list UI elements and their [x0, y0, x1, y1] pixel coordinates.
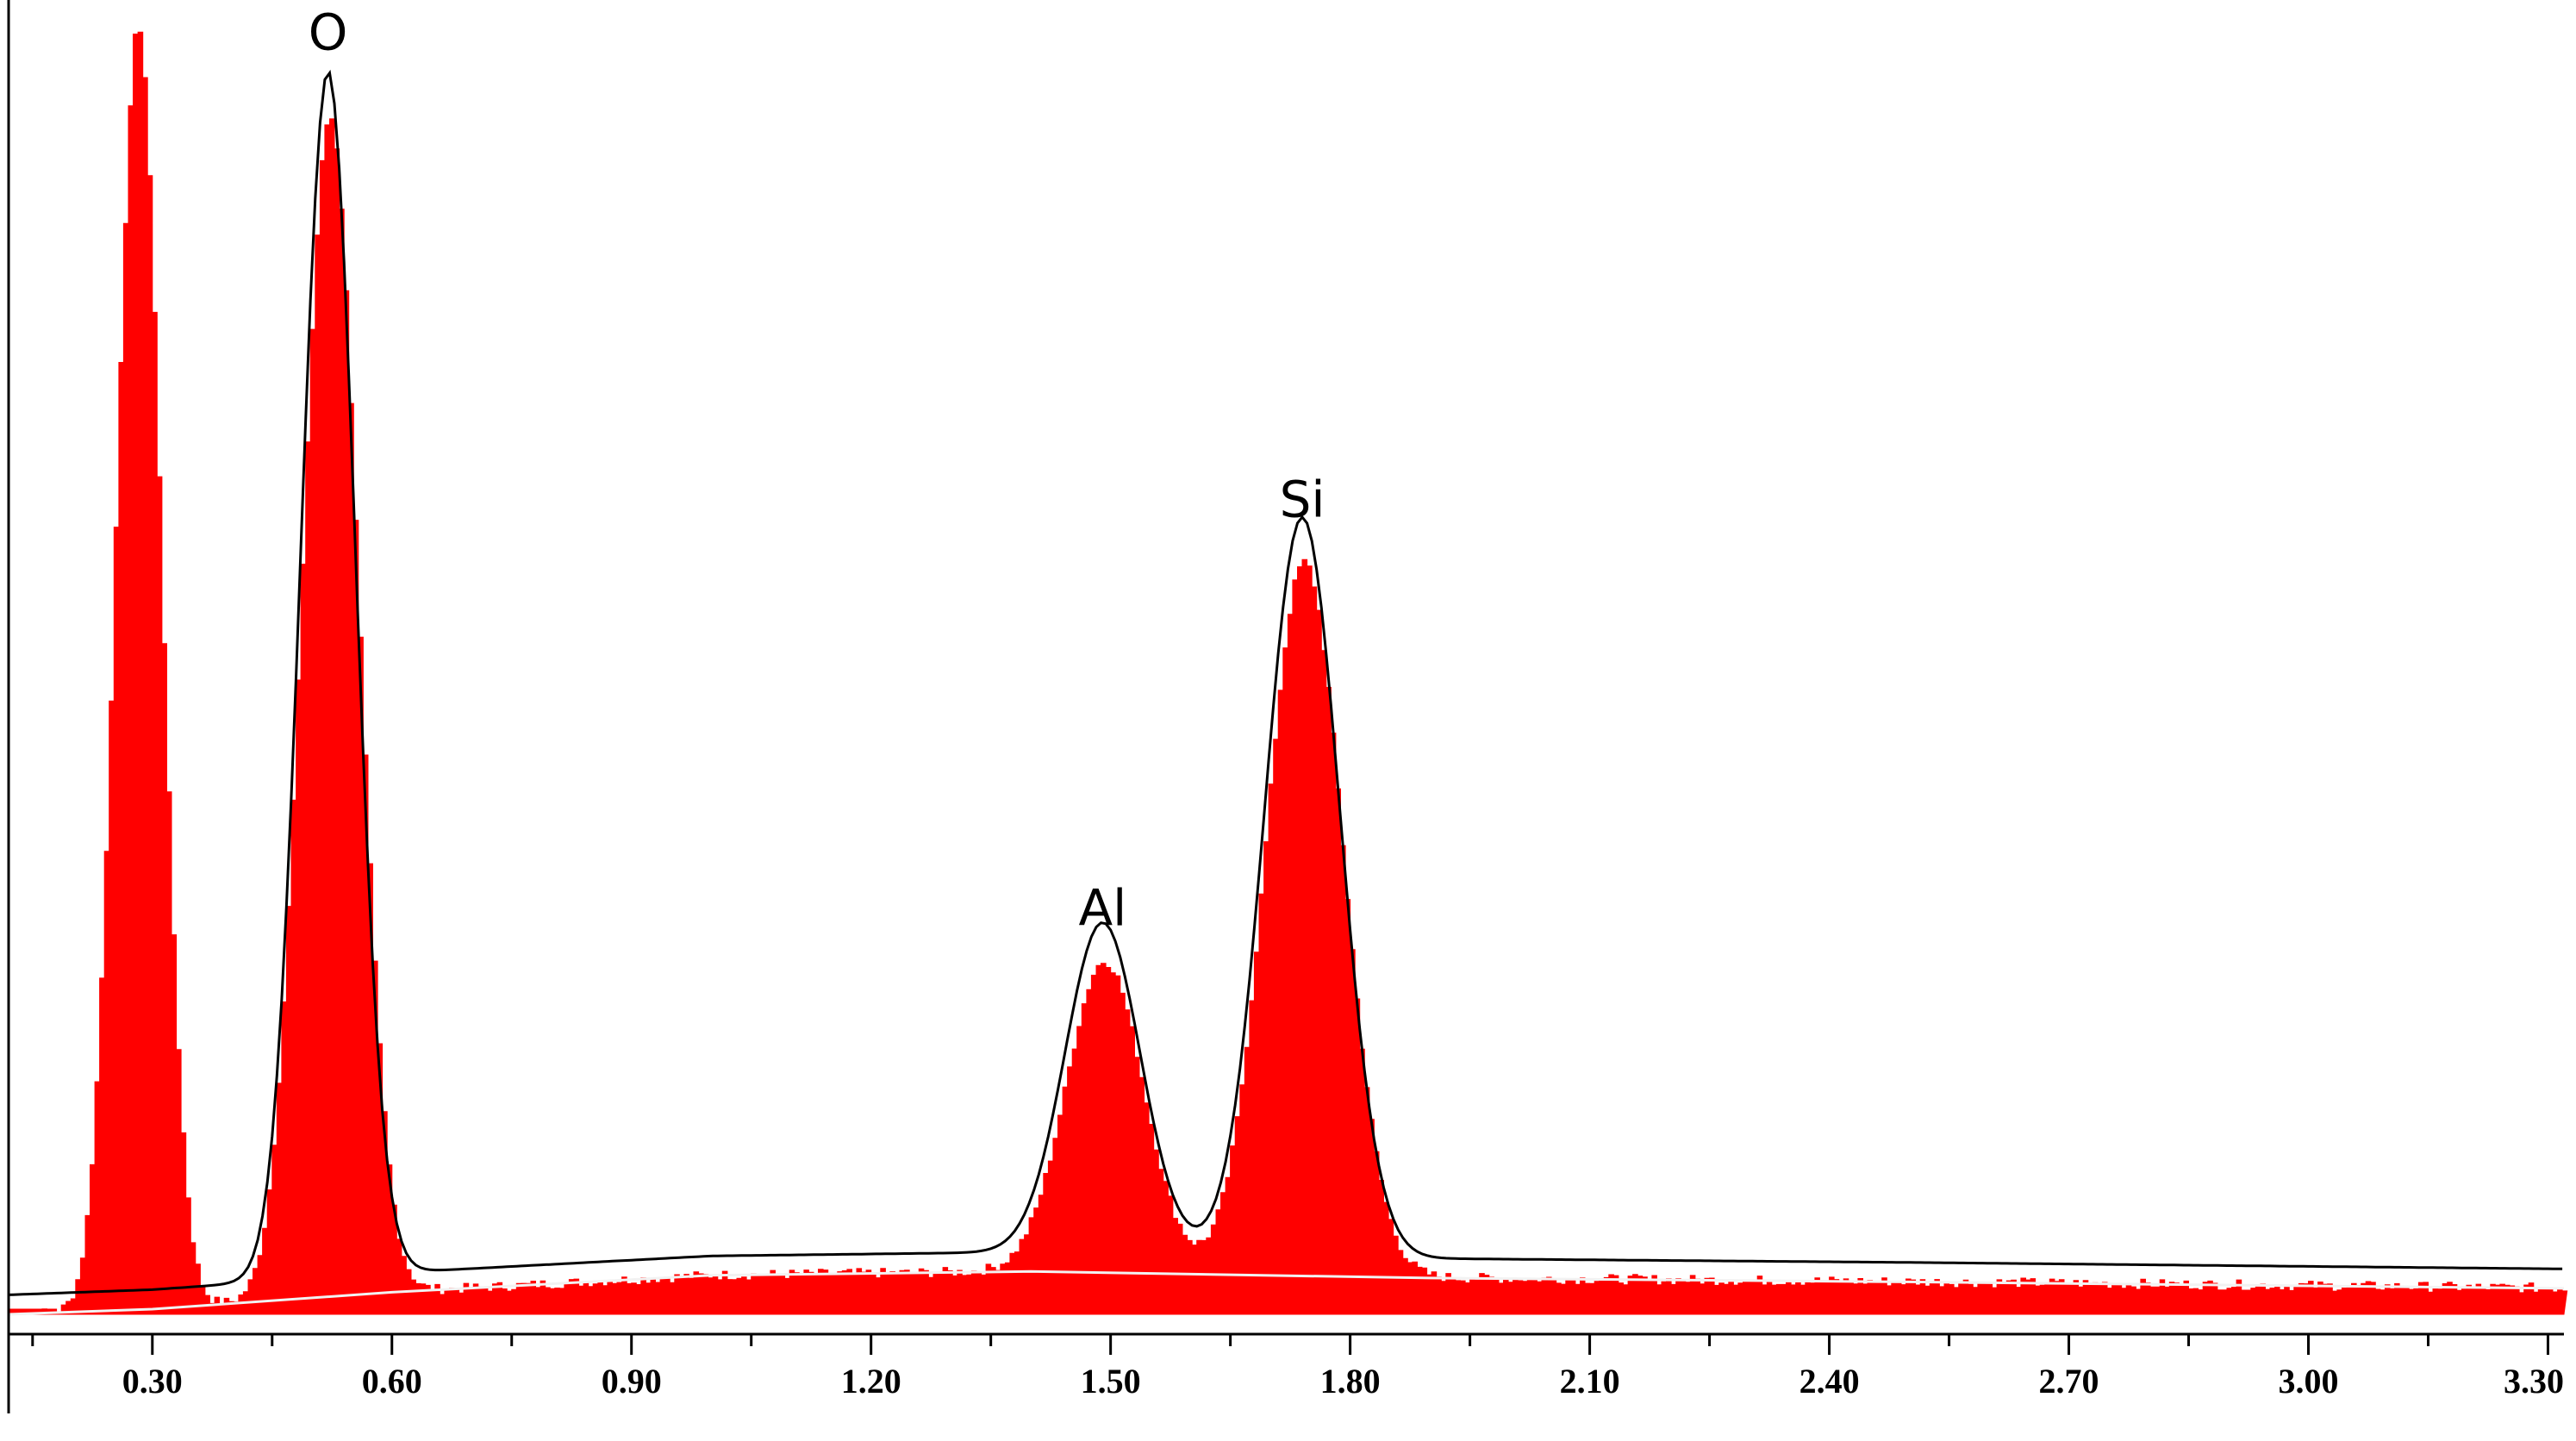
x-tick-label: 0.30 — [122, 1362, 183, 1400]
spectrum-layer — [8, 31, 2568, 1315]
x-tick-label: 1.80 — [1320, 1362, 1381, 1400]
x-tick-label: 0.60 — [362, 1362, 422, 1400]
x-tick-label: 0.90 — [602, 1362, 662, 1400]
x-tick-label: 3.00 — [2279, 1362, 2339, 1400]
background-line — [8, 1269, 2565, 1316]
spectrum-series — [8, 31, 2568, 1315]
fit-line — [8, 69, 2563, 1296]
x-tick-label: 2.10 — [1560, 1362, 1620, 1400]
x-tick-label: 2.70 — [2039, 1362, 2099, 1400]
peak-label-si: Si — [1280, 470, 1325, 528]
x-tick-label: 2.40 — [1799, 1362, 1860, 1400]
peak-label-o: O — [309, 3, 348, 62]
label-layer: O Al Si — [309, 3, 1325, 938]
peak-label-al: Al — [1078, 879, 1126, 938]
fit-layer — [8, 69, 2565, 1316]
x-tick-label: 1.50 — [1081, 1362, 1141, 1400]
axis-layer: 0.30 0.60 0.90 1.20 1.50 1.80 2.10 2.40 2.70 3.00… — [7, 0, 2564, 1413]
x-tick-label: 3.30 — [2504, 1362, 2564, 1400]
x-tick-label: 1.20 — [841, 1362, 901, 1400]
